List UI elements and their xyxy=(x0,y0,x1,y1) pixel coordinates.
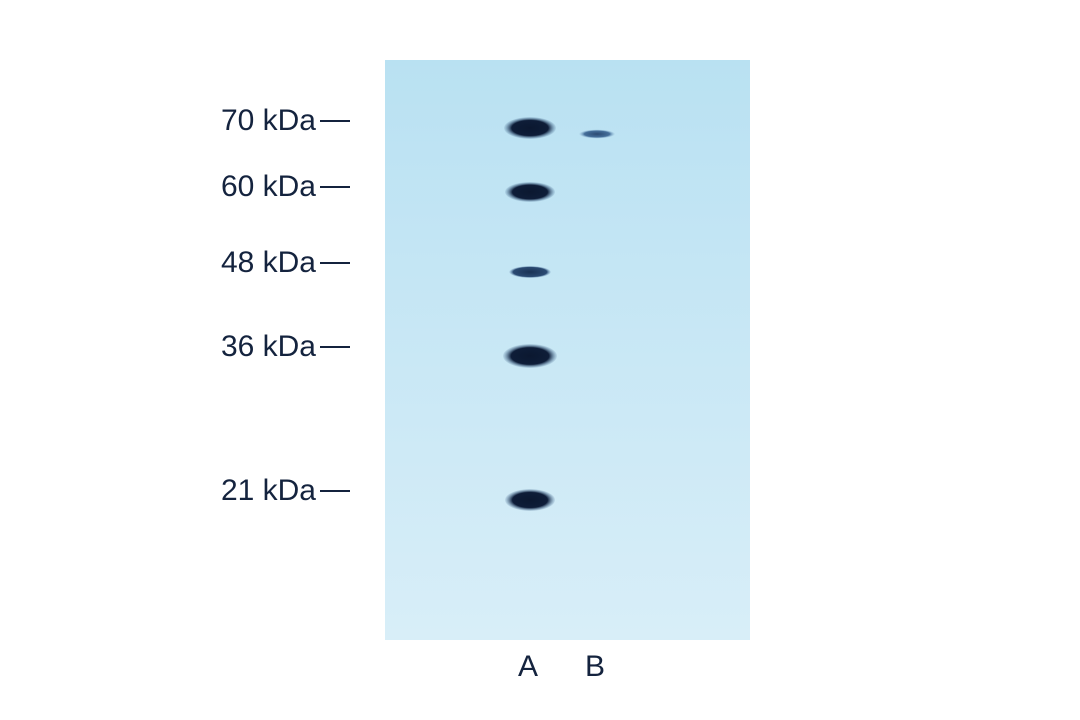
blot-svg xyxy=(385,60,750,640)
marker-text: 60 kDa xyxy=(221,170,316,204)
marker-text: 21 kDa xyxy=(221,474,316,508)
marker-text: 48 kDa xyxy=(221,246,316,280)
band-2 xyxy=(509,266,551,278)
marker-tick xyxy=(320,490,350,492)
band-3 xyxy=(503,344,557,368)
band-1 xyxy=(505,182,555,202)
band-0 xyxy=(504,117,556,139)
marker-label-0: 70 kDa xyxy=(170,104,350,138)
marker-labels-container: 70 kDa 60 kDa 48 kDa 36 kDa 21 kDa xyxy=(170,60,380,640)
marker-label-2: 48 kDa xyxy=(170,246,350,280)
marker-label-4: 21 kDa xyxy=(170,474,350,508)
marker-tick xyxy=(320,262,350,264)
marker-text: 36 kDa xyxy=(221,330,316,364)
marker-label-1: 60 kDa xyxy=(170,170,350,204)
lane-label-a: A xyxy=(518,650,538,684)
marker-tick xyxy=(320,186,350,188)
marker-tick xyxy=(320,346,350,348)
lane-labels-container: AB xyxy=(385,650,750,690)
marker-tick xyxy=(320,120,350,122)
band-4 xyxy=(505,489,555,511)
blot-membrane xyxy=(385,60,750,640)
band-5 xyxy=(579,130,615,139)
marker-text: 70 kDa xyxy=(221,104,316,138)
marker-label-3: 36 kDa xyxy=(170,330,350,364)
lane-label-b: B xyxy=(585,650,605,684)
